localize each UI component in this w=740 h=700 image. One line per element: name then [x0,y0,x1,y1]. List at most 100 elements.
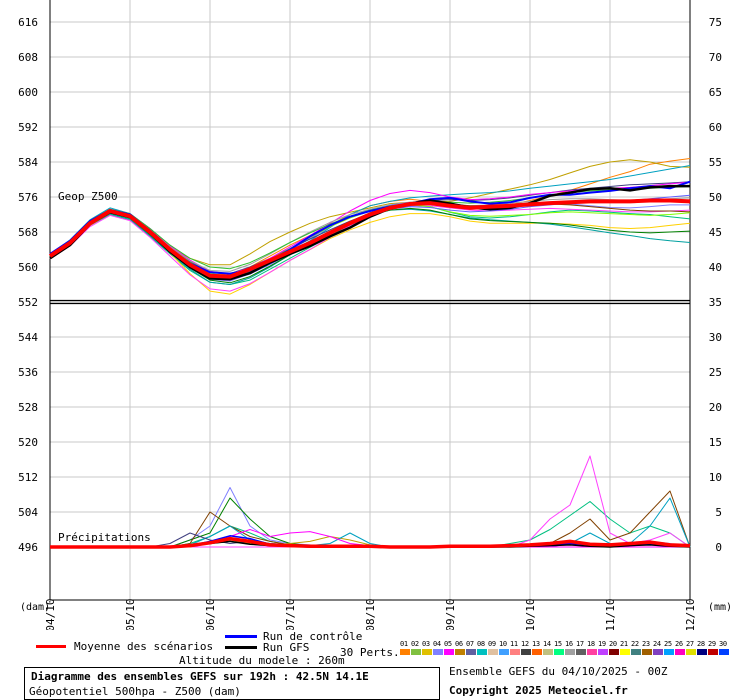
precip-mean-line [50,536,691,549]
left-tick-label: 616 [18,16,38,29]
left-tick-label: 592 [18,121,38,134]
left-tick-label: 576 [18,191,38,204]
member-swatch [708,649,718,655]
left-tick-label: 552 [18,296,38,309]
member-number-label: 09 [488,640,496,648]
right-tick-label: 75 [709,16,722,29]
member-number-label: 19 [598,640,606,648]
member-number-label: 05 [444,640,452,648]
precip-label: Précipitations [58,531,151,544]
chart-subtitle: Géopotentiel 500hpa - Z500 (dam) [29,685,241,698]
right-tick-label: 5 [715,506,722,519]
member-number-label: 15 [554,640,562,648]
member-number-label: 24 [653,640,661,648]
copyright: Copyright 2025 Meteociel.fr [449,684,628,697]
member-swatch [444,649,454,655]
x-tick-label: 08/10 [364,598,377,630]
perts-label: 30 Perts. [340,646,400,659]
left-tick-label: 520 [18,436,38,449]
member-swatch [521,649,531,655]
member-swatch [422,649,432,655]
member-number-label: 20 [609,640,617,648]
member-swatch [455,649,465,655]
right-tick-label: 25 [709,366,722,379]
member-swatch [719,649,729,655]
member-swatch [411,649,421,655]
left-tick-label: 512 [18,471,38,484]
x-tick-label: 05/10 [124,598,137,630]
right-tick-label: 10 [709,471,722,484]
member-swatch [510,649,520,655]
member-number-label: 04 [433,640,441,648]
chart-title: Diagramme des ensembles GEFS sur 192h : … [31,670,369,683]
member-number-label: 12 [521,640,529,648]
right-tick-label: 40 [709,261,722,274]
left-tick-label: 568 [18,226,38,239]
left-tick-label: 544 [18,331,38,344]
x-tick-label: 06/10 [204,598,217,630]
member-number-label: 17 [576,640,584,648]
right-tick-label: 45 [709,226,722,239]
member-swatch [499,649,509,655]
left-tick-label: 536 [18,366,38,379]
member-number-label: 26 [675,640,683,648]
member-number-label: 29 [708,640,716,648]
right-unit-label: (mm) [708,602,732,613]
left-tick-label: 496 [18,541,38,554]
right-tick-label: 20 [709,401,722,414]
member-swatch [554,649,564,655]
member-number-label: 13 [532,640,540,648]
altitude-label: Altitude du modele : 260m [179,654,345,667]
member-number-label: 18 [587,640,595,648]
gfs-legend-label: Run GFS [263,641,310,654]
member-swatch [565,649,575,655]
member-number-label: 06 [455,640,463,648]
member-number-label: 02 [411,640,419,648]
x-tick-label: 12/10 [684,598,697,630]
member-swatch [488,649,498,655]
chart-footer: Moyenne des scénarios Run de contrôle Ru… [0,630,740,700]
member-swatch [532,649,542,655]
right-tick-label: 0 [715,541,722,554]
left-unit-label: (dam) [20,602,50,613]
member-number-label: 21 [620,640,628,648]
right-tick-label: 65 [709,86,722,99]
member-number-label: 28 [697,640,705,648]
member-swatch [466,649,476,655]
member-number-label: 16 [565,640,573,648]
member-swatch [400,649,410,655]
left-tick-label: 528 [18,401,38,414]
z500-mean-line [48,198,691,279]
member-swatch [598,649,608,655]
left-tick-label: 504 [18,506,38,519]
member-swatch [587,649,597,655]
mean-legend-label: Moyenne des scénarios [74,640,214,653]
control-legend-line [225,635,257,638]
member-swatch [576,649,586,655]
member-swatch [642,649,652,655]
member-swatch [686,649,696,655]
member-swatch [543,649,553,655]
member-swatch [675,649,685,655]
x-tick-label: 07/10 [284,598,297,630]
x-tick-label: 10/10 [524,598,537,630]
x-tick-label: 09/10 [444,598,457,630]
info-box: Diagramme des ensembles GEFS sur 192h : … [24,667,440,700]
z500-label: Geop Z500 [58,190,118,203]
left-tick-label: 608 [18,51,38,64]
left-tick-label: 600 [18,86,38,99]
x-tick-label: 11/10 [604,598,617,630]
member-number-label: 10 [499,640,507,648]
right-tick-label: 60 [709,121,722,134]
mean-legend-line [36,645,66,648]
member-swatch [609,649,619,655]
ensemble-info: Ensemble GEFS du 04/10/2025 - 00Z [449,665,668,678]
member-number-label: 08 [477,640,485,648]
right-tick-label: 55 [709,156,722,169]
member-number-label: 27 [686,640,694,648]
left-tick-label: 584 [18,156,38,169]
right-tick-label: 30 [709,331,722,344]
x-tick-label: 04/10 [44,598,57,630]
member-number-label: 03 [422,640,430,648]
